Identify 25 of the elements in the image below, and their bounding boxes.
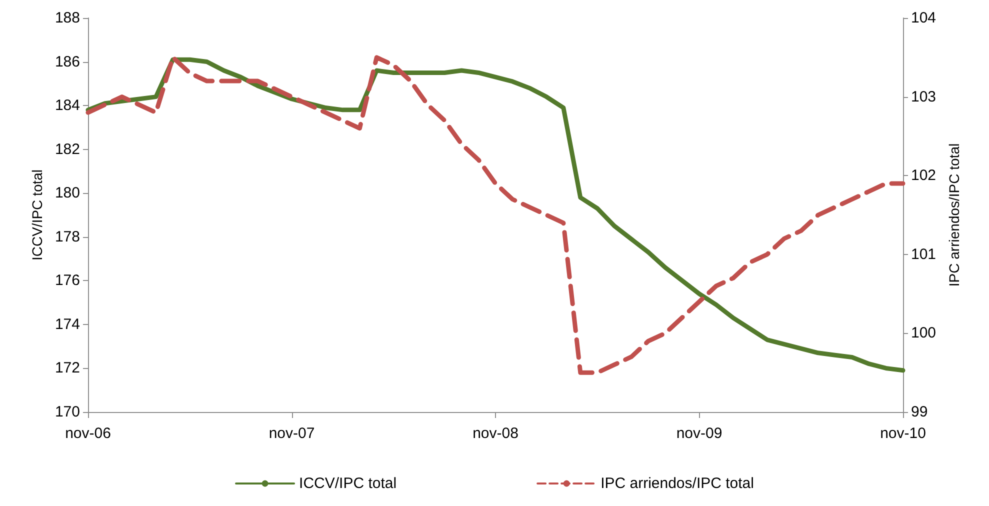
legend-label: ICCV/IPC total	[299, 475, 397, 492]
y-tick-label: 182	[54, 140, 80, 158]
x-tick-label: nov-09	[676, 425, 722, 442]
y-tick-label: 172	[54, 360, 80, 377]
y-tick-label: 180	[54, 184, 80, 202]
x-tick-label: nov-06	[65, 425, 111, 442]
legend-label: IPC arriendos/IPC total	[600, 475, 754, 492]
y-tick-label: 176	[54, 272, 80, 290]
y2-tick-label: 100	[911, 324, 936, 342]
y2-tick-label: 99	[911, 404, 928, 420]
y2-tick-label: 104	[911, 10, 936, 26]
y-tick-label: 186	[54, 53, 80, 70]
y-tick-label: 170	[54, 404, 80, 420]
y-axis-title: ICCV/IPC total	[29, 169, 46, 261]
y2-tick-label: 102	[911, 167, 936, 184]
x-tick-label: nov-08	[472, 425, 518, 442]
y2-axis-title: IPC arriendos/IPC total	[946, 143, 962, 287]
y-tick-label: 188	[54, 10, 80, 26]
y-tick-label: 184	[54, 97, 80, 114]
x-tick-label: nov-07	[268, 425, 315, 442]
y2-tick-label: 103	[911, 88, 936, 106]
y2-tick-label: 101	[911, 246, 936, 263]
x-tick-label: nov-10	[880, 425, 926, 442]
y-tick-label: 174	[54, 316, 80, 333]
y-tick-label: 178	[54, 228, 80, 246]
